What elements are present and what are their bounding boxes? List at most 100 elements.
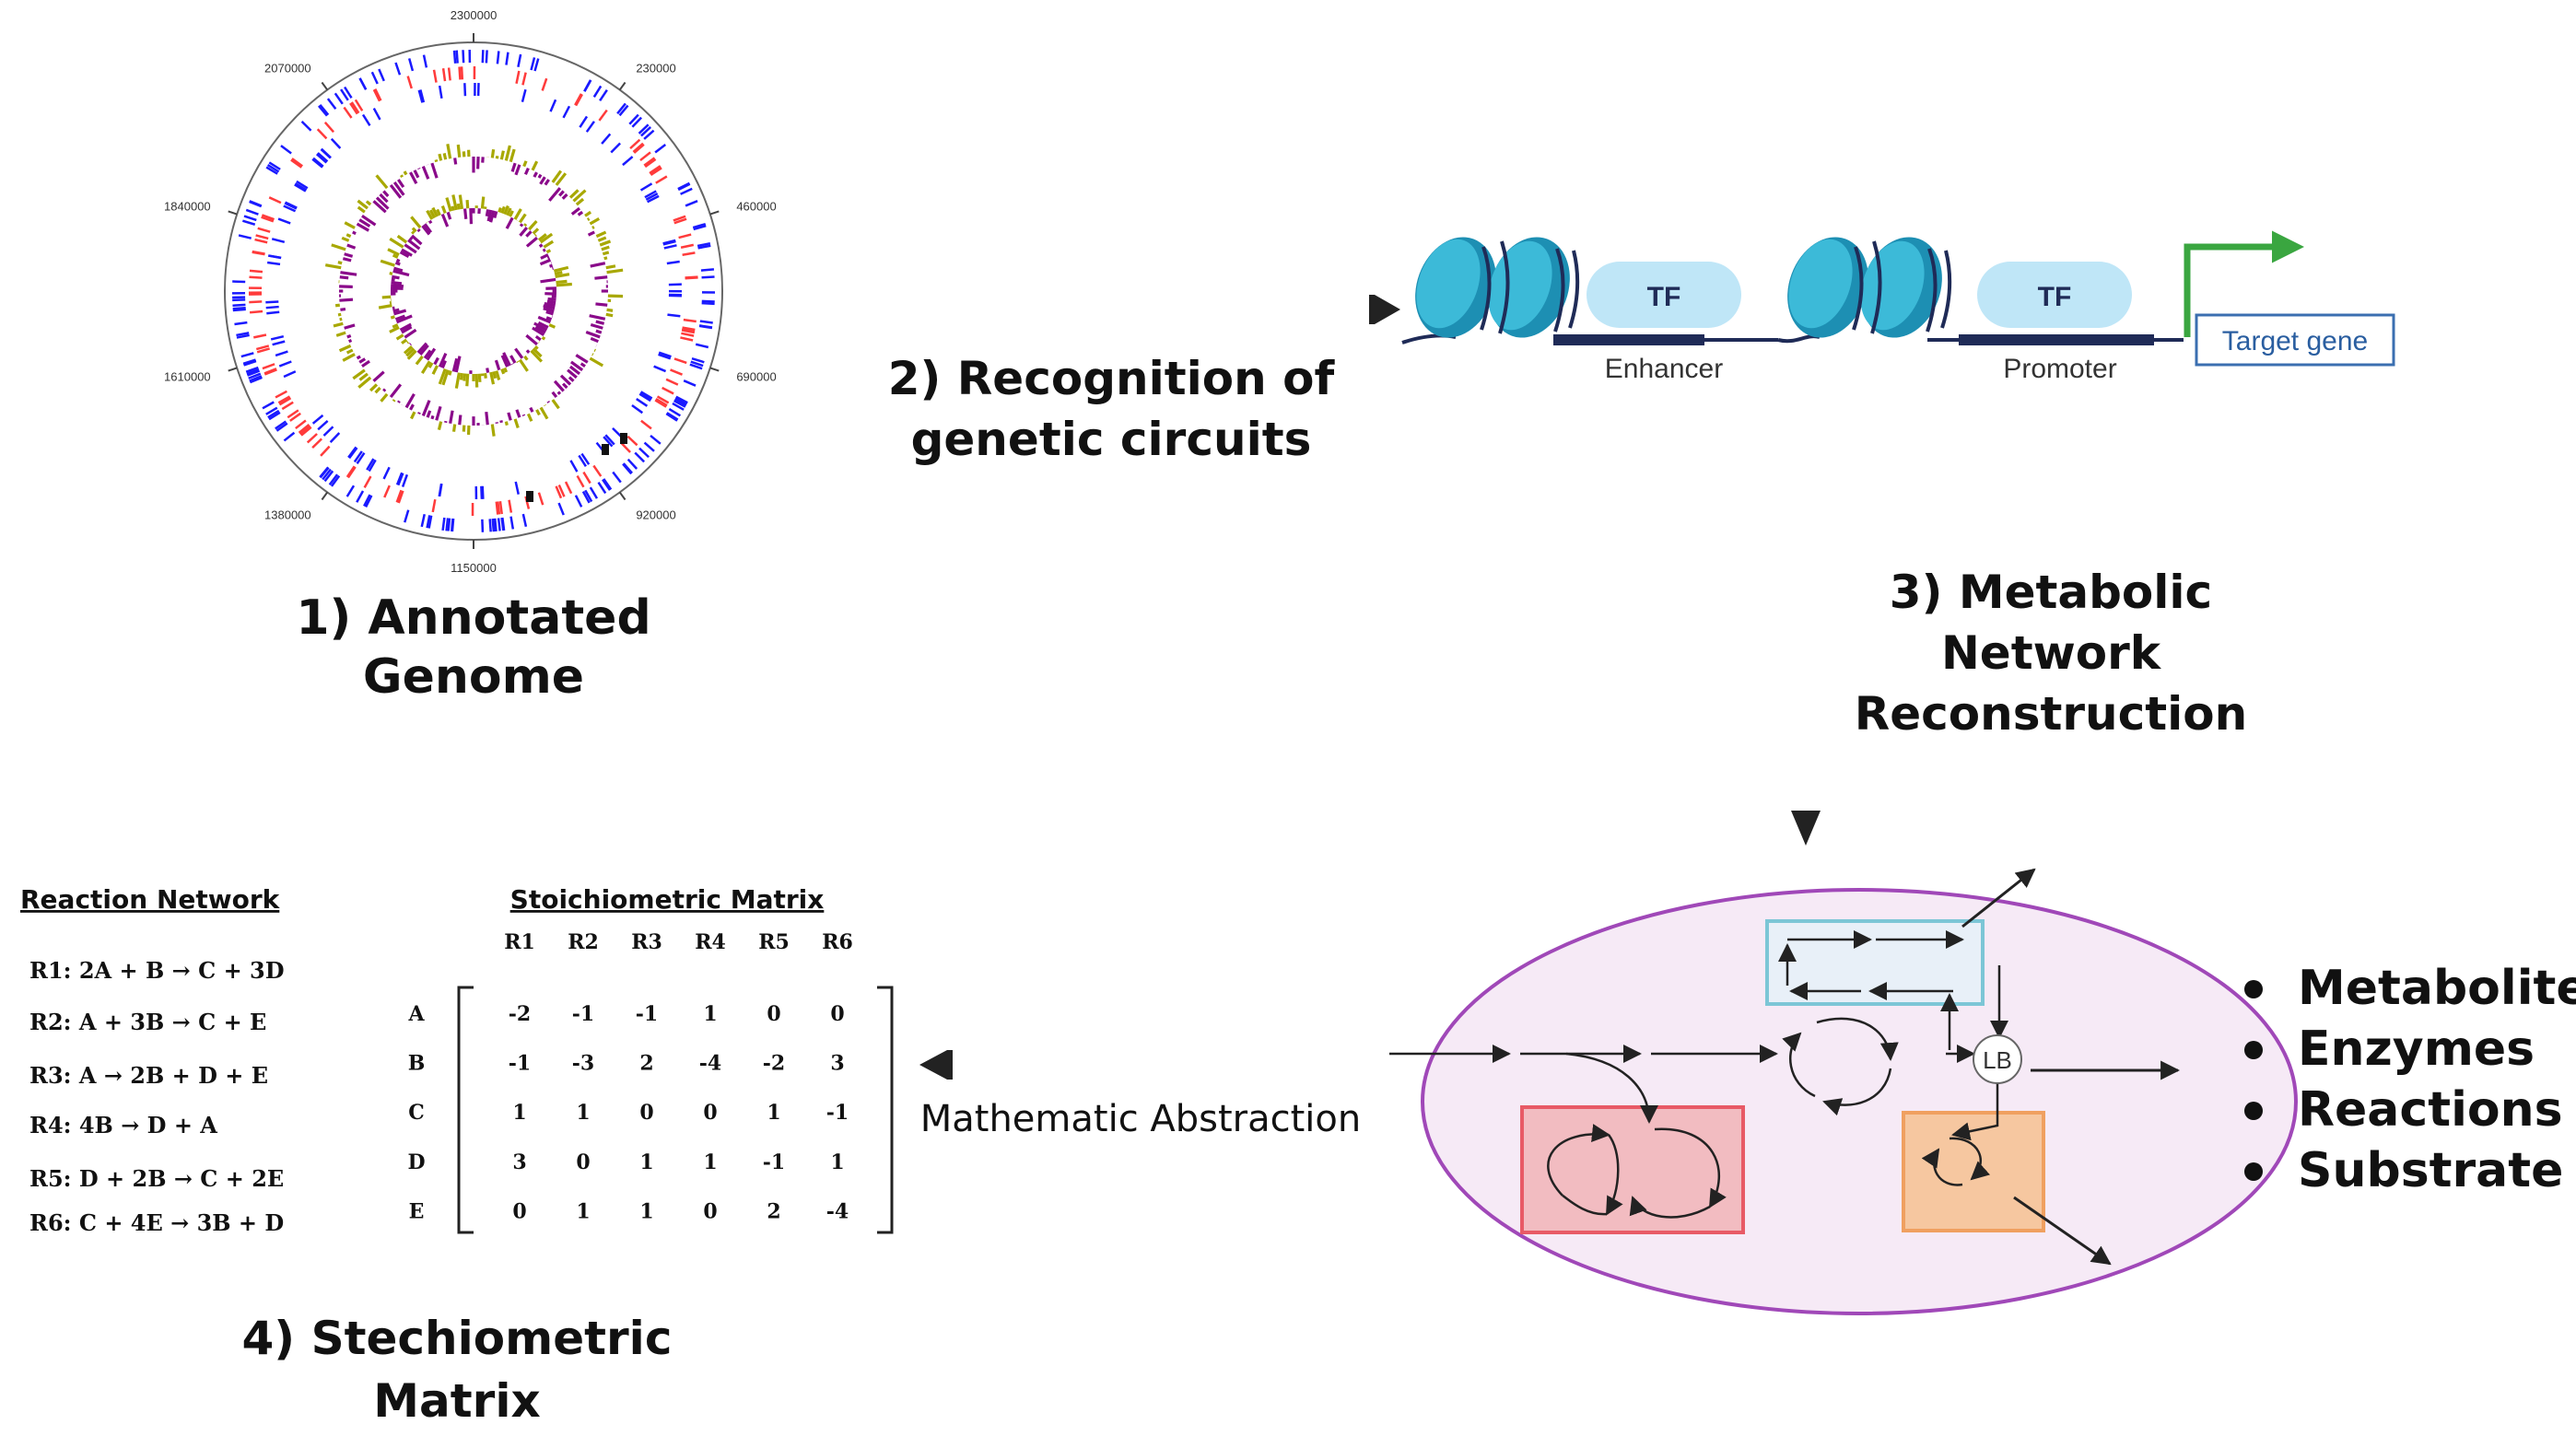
gc-skew-bar bbox=[435, 405, 442, 421]
gc-skew-bar bbox=[549, 263, 554, 268]
genome-feature bbox=[350, 101, 360, 114]
genome-feature bbox=[569, 460, 579, 473]
gc-skew-bar bbox=[372, 200, 387, 214]
gc-skew-bar bbox=[523, 167, 530, 175]
genome-feature bbox=[298, 424, 310, 434]
genome-feature bbox=[629, 138, 641, 150]
gc-skew-bar bbox=[485, 411, 489, 426]
gc-skew-bar bbox=[546, 255, 550, 260]
genome-feature bbox=[283, 431, 296, 442]
gc-skew-bar bbox=[458, 414, 463, 426]
gc-skew-bar bbox=[594, 275, 608, 280]
gc-skew-bar bbox=[352, 230, 357, 236]
gc-skew-bar bbox=[595, 302, 608, 307]
gc-skew-bar bbox=[556, 391, 562, 395]
gc-skew-bar bbox=[389, 237, 404, 249]
matrix-cell: 1 bbox=[639, 1199, 653, 1223]
genome-feature bbox=[246, 368, 260, 376]
gc-skew-bar bbox=[506, 207, 512, 216]
gc-skew-bar bbox=[469, 207, 474, 225]
gc-skew-bar bbox=[525, 349, 531, 354]
genome-feature bbox=[460, 66, 464, 80]
genome-feature bbox=[618, 104, 629, 117]
gc-skew-bar bbox=[595, 329, 603, 334]
genome-feature bbox=[268, 196, 282, 204]
reaction-r6: R6: C + 4E → 3B + D bbox=[29, 1209, 284, 1236]
gc-skew-bar bbox=[593, 348, 596, 352]
genome-feature bbox=[254, 238, 268, 244]
genome-feature bbox=[602, 478, 612, 491]
genome-feature bbox=[452, 50, 457, 64]
gc-skew-bar bbox=[341, 236, 350, 242]
genome-feature bbox=[319, 104, 330, 116]
gc-skew-bar bbox=[375, 196, 390, 210]
gc-skew-bar bbox=[403, 170, 408, 176]
gc-skew-bar bbox=[397, 400, 401, 403]
genome-feature bbox=[495, 501, 499, 515]
gc-skew-bar bbox=[545, 310, 554, 316]
gc-skew-bar bbox=[499, 420, 503, 424]
gc-skew-bar bbox=[430, 162, 439, 179]
genome-feature bbox=[280, 145, 292, 155]
gc-skew-bar bbox=[605, 312, 614, 318]
network-bullet-list: Metabolites Enzymes Reactions Substrate bbox=[2244, 961, 2576, 1198]
gc-skew-bar bbox=[523, 355, 529, 361]
gc-skew-bar bbox=[426, 347, 437, 361]
gc-skew-bar bbox=[440, 205, 447, 214]
genome-feature bbox=[249, 200, 263, 208]
genome-feature bbox=[420, 513, 426, 528]
target-gene-label: Target gene bbox=[2222, 326, 2368, 356]
genome-feature bbox=[638, 447, 650, 459]
genome-feature bbox=[245, 366, 259, 373]
gc-skew-bar bbox=[397, 179, 405, 189]
gc-skew-bar bbox=[533, 171, 538, 178]
genome-feature bbox=[345, 485, 356, 497]
gc-skew-bar bbox=[409, 236, 414, 241]
genome-feature bbox=[589, 486, 599, 499]
genome-feature bbox=[252, 333, 267, 339]
genome-feature bbox=[311, 414, 324, 425]
matrix-cell: 0 bbox=[576, 1150, 590, 1174]
gc-skew-bar bbox=[438, 368, 447, 385]
gc-skew-bar bbox=[514, 164, 521, 176]
gc-skew-bar bbox=[603, 256, 608, 261]
genome-feature bbox=[663, 244, 677, 250]
gc-skew-bar bbox=[533, 345, 539, 350]
gc-skew-bar bbox=[433, 356, 439, 366]
tf-promoter-bubble bbox=[1977, 262, 2132, 328]
matrix-right-bracket bbox=[877, 986, 894, 1234]
genome-feature bbox=[597, 482, 607, 495]
genome-feature bbox=[631, 116, 643, 128]
promoter-region bbox=[1959, 334, 2154, 345]
gc-skew-bar bbox=[542, 248, 546, 252]
genome-tick-label: 2070000 bbox=[264, 61, 311, 75]
genome-feature bbox=[541, 77, 548, 91]
tf-promoter-label: TF bbox=[2038, 282, 2072, 312]
gc-skew-bar bbox=[421, 166, 430, 180]
genome-feature-tracks bbox=[231, 50, 716, 532]
gc-skew-bar bbox=[357, 199, 369, 210]
step4-title-line2: Matrix bbox=[373, 1374, 540, 1428]
genome-feature bbox=[616, 102, 626, 115]
gc-skew-bar bbox=[410, 216, 422, 229]
genome-feature bbox=[281, 401, 294, 411]
matrix-col-header: R3 bbox=[631, 930, 662, 954]
gc-skew-bar bbox=[410, 411, 416, 420]
matrix-cell: -1 bbox=[763, 1150, 785, 1174]
gc-skew-bar bbox=[543, 239, 555, 249]
genome-feature bbox=[356, 452, 366, 465]
gc-skew-bar bbox=[532, 326, 545, 337]
step1-title-line2: Genome bbox=[363, 649, 584, 705]
step3-title-line1: 3) Metabolic bbox=[1890, 566, 2212, 619]
genetic-circuit: TF Enhancer TF Promoter Target gene bbox=[1401, 230, 2395, 384]
gc-skew-bar bbox=[438, 153, 443, 161]
genome-feature bbox=[266, 164, 280, 173]
genome-feature bbox=[323, 470, 334, 483]
genome-feature bbox=[431, 498, 437, 513]
lb-node bbox=[1973, 1034, 2022, 1084]
genome-feature bbox=[294, 183, 307, 193]
genome-feature bbox=[481, 50, 485, 64]
genome-feature bbox=[480, 485, 484, 499]
gc-skew-bar bbox=[423, 349, 432, 359]
genome-feature bbox=[330, 137, 342, 149]
